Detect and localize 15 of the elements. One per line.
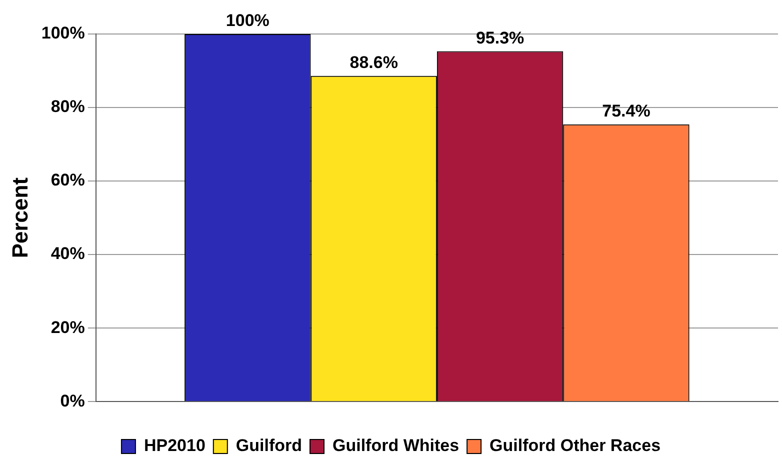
legend-label: Guilford Whites bbox=[332, 436, 460, 456]
y-axis-title: Percent bbox=[7, 176, 32, 258]
legend-label: HP2010 bbox=[144, 436, 206, 456]
y-tick-label: 60% bbox=[50, 170, 85, 190]
text: 88.6% bbox=[350, 53, 398, 72]
y-tick-label: 20% bbox=[50, 318, 85, 337]
text: 75.4% bbox=[602, 102, 650, 121]
legend-label: Guilford Other Races bbox=[490, 436, 661, 456]
y-tick-label: 100% bbox=[41, 24, 85, 43]
y-tick-label: 40% bbox=[50, 244, 85, 264]
y-tick-label: 80% bbox=[50, 97, 85, 116]
text: 100% bbox=[226, 11, 270, 30]
legend-label: Guilford bbox=[236, 436, 302, 456]
y-tick-label: 0% bbox=[60, 391, 85, 410]
text: 95.3% bbox=[476, 28, 524, 48]
